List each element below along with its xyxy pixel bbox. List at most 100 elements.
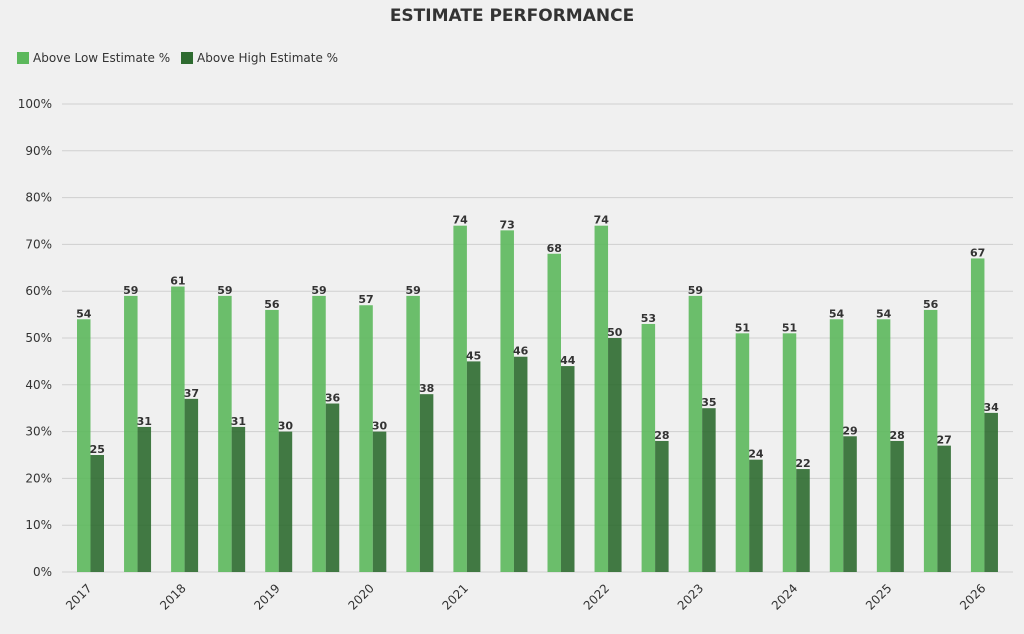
bar-high [90,455,104,572]
bar-high [419,394,434,572]
data-label-low: 59 [123,284,138,297]
legend-swatch-low [17,52,29,64]
y-tick-label: 80% [25,191,52,205]
bar-high [984,412,998,572]
bar-low [641,323,656,572]
bar-low [688,295,703,572]
x-tick-label: 2026 [957,581,988,612]
data-label-low: 59 [688,284,703,297]
data-label-high: 24 [748,448,764,461]
data-label-low: 51 [735,321,750,334]
data-label-low: 54 [76,307,92,320]
bar-low [782,333,797,572]
data-label-high: 36 [325,392,341,405]
bar-high [184,398,199,572]
data-label-low: 74 [452,214,468,227]
data-label-high: 25 [90,443,105,456]
data-label-low: 56 [264,298,280,311]
y-tick-label: 100% [18,97,52,111]
legend: Above Low Estimate % Above High Estimate… [17,51,338,65]
bar-high [466,361,481,572]
bar-high [561,366,575,572]
data-label-low: 67 [970,246,985,259]
data-label-high: 22 [795,457,810,470]
bar-low [265,309,279,572]
bar-high [937,445,951,572]
data-label-low: 74 [594,214,610,227]
data-label-low: 73 [500,218,515,231]
bar-high [513,356,528,572]
bar-low [359,305,373,572]
data-label-low: 61 [170,275,185,288]
x-tick-label: 2021 [440,581,471,612]
bar-high [278,431,293,572]
x-tick-label: 2022 [581,581,612,612]
data-label-low: 51 [782,321,797,334]
bar-low [876,319,891,572]
data-label-low: 54 [829,307,845,320]
bar-high [890,440,904,572]
legend-item-high[interactable]: Above High Estimate % [181,51,338,65]
bar-low [735,333,750,572]
y-tick-label: 70% [25,237,52,251]
bar-high [231,426,246,572]
y-tick-label: 50% [25,331,52,345]
bar-high [702,408,716,572]
bar-low [124,295,138,572]
bar-low [970,258,985,572]
bar-low [923,309,938,572]
bar-low [594,225,609,572]
data-labels: 54 25 59 31 61 37 59 31 56 30 59 36 57 30 59 38 74 45 73 46… [76,214,999,470]
data-label-high: 31 [231,415,246,428]
data-label-high: 28 [889,429,904,442]
data-label-high: 45 [466,349,481,362]
bars [77,225,998,573]
y-tick-label: 30% [25,425,52,439]
x-tick-label: 2025 [863,581,894,612]
y-tick-label: 10% [25,518,52,532]
data-label-high: 44 [560,354,576,367]
data-label-low: 59 [311,284,326,297]
bar-low [77,319,91,572]
y-tick-label: 20% [25,471,52,485]
bar-high [137,426,152,572]
data-label-low: 56 [923,298,939,311]
legend-swatch-high [181,52,193,64]
data-label-high: 27 [936,434,951,447]
bar-low [171,286,185,572]
data-label-high: 31 [137,415,152,428]
data-label-high: 50 [607,326,623,339]
data-label-high: 30 [372,420,388,433]
bar-low [547,253,561,572]
bar-high [655,440,669,572]
bar-high [796,469,810,572]
bar-low [406,295,420,572]
data-label-low: 59 [405,284,420,297]
data-label-high: 34 [984,401,1000,414]
x-tick-label: 2018 [157,581,188,612]
data-label-low: 68 [547,242,562,255]
data-label-high: 30 [278,420,294,433]
gridlines [62,103,1013,573]
bar-low [218,295,232,572]
bar-high [325,403,340,572]
data-label-high: 38 [419,382,434,395]
y-tick-label: 0% [33,565,52,579]
data-label-low: 57 [358,293,373,306]
legend-label-low: Above Low Estimate % [33,51,170,65]
data-label-high: 37 [184,387,199,400]
legend-item-low[interactable]: Above Low Estimate % [17,51,170,65]
y-tick-label: 90% [25,144,52,158]
y-tick-label: 60% [25,284,52,298]
bar-high [843,436,857,572]
x-tick-label: 2020 [345,581,376,612]
x-tick-label: 2017 [63,581,94,612]
chart-title: ESTIMATE PERFORMANCE [390,6,634,26]
bar-high [608,338,622,572]
bar-low [500,230,514,573]
x-tick-label: 2023 [675,581,706,612]
y-tick-label: 40% [25,378,52,392]
data-label-low: 54 [876,307,892,320]
bar-high [749,459,763,572]
